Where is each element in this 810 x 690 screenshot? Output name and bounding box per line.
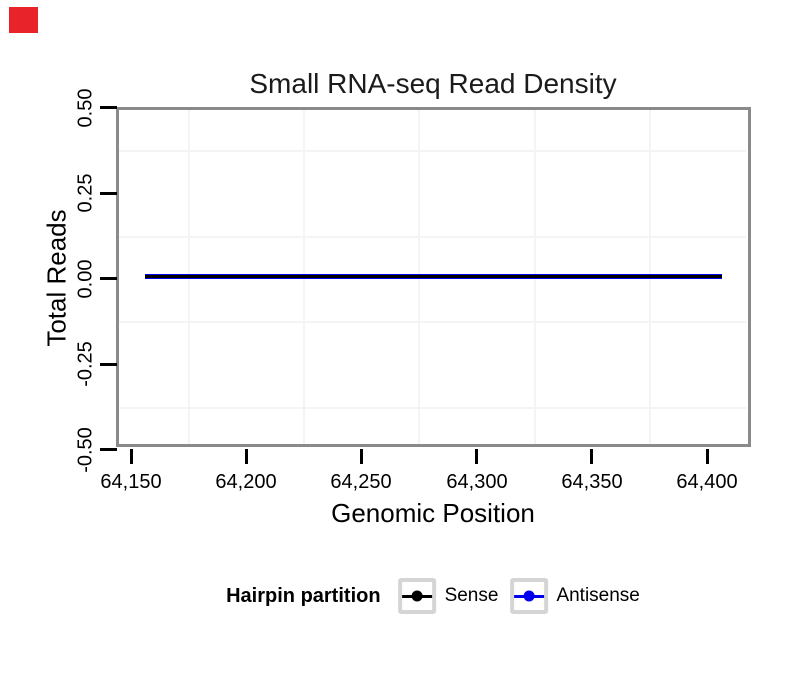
legend: Hairpin partition Sense Antisense — [226, 578, 640, 614]
gridline-minor-horizontal — [119, 236, 746, 238]
x-tick — [360, 449, 363, 464]
x-tick-label: 64,250 — [330, 471, 392, 493]
chart-title: Small RNA-seq Read Density — [249, 68, 617, 99]
x-axis-title: Genomic Position — [331, 498, 535, 528]
legend-label-antisense: Antisense — [556, 585, 640, 606]
legend-title: Hairpin partition — [226, 584, 381, 607]
legend-item-antisense: Antisense — [510, 578, 640, 614]
y-tick — [100, 192, 117, 195]
red-square-marker — [9, 7, 38, 33]
y-tick-label: -0.50 — [74, 427, 97, 473]
gridline-minor-horizontal — [119, 321, 746, 323]
x-tick — [245, 449, 248, 464]
x-tick — [130, 449, 133, 464]
gridline-minor-horizontal — [119, 150, 746, 152]
x-tick-label: 64,300 — [446, 471, 508, 493]
y-tick-label: 0.00 — [74, 259, 97, 299]
sense-point-icon — [412, 590, 424, 602]
legend-key-antisense — [510, 578, 549, 614]
y-axis-title: Total Reads — [41, 209, 72, 347]
x-tick-label: 64,200 — [215, 471, 277, 493]
y-tick — [100, 363, 117, 366]
y-tick-label: 0.25 — [74, 173, 97, 213]
series-line-sense — [145, 275, 722, 278]
x-tick-label: 64,150 — [100, 471, 162, 493]
x-tick — [475, 449, 478, 464]
y-tick — [100, 106, 117, 109]
y-tick — [100, 448, 117, 451]
x-tick-label: 64,400 — [676, 471, 738, 493]
x-tick — [706, 449, 709, 464]
y-tick-label: -0.25 — [74, 341, 97, 387]
gridline-minor-horizontal — [119, 407, 746, 409]
legend-key-sense — [398, 578, 437, 614]
y-tick — [100, 277, 117, 280]
legend-item-sense: Sense — [398, 578, 499, 614]
x-tick-label: 64,350 — [561, 471, 623, 493]
x-tick — [590, 449, 593, 464]
antisense-point-icon — [523, 590, 535, 602]
legend-label-sense: Sense — [444, 585, 499, 606]
y-tick-label: 0.50 — [74, 88, 97, 128]
